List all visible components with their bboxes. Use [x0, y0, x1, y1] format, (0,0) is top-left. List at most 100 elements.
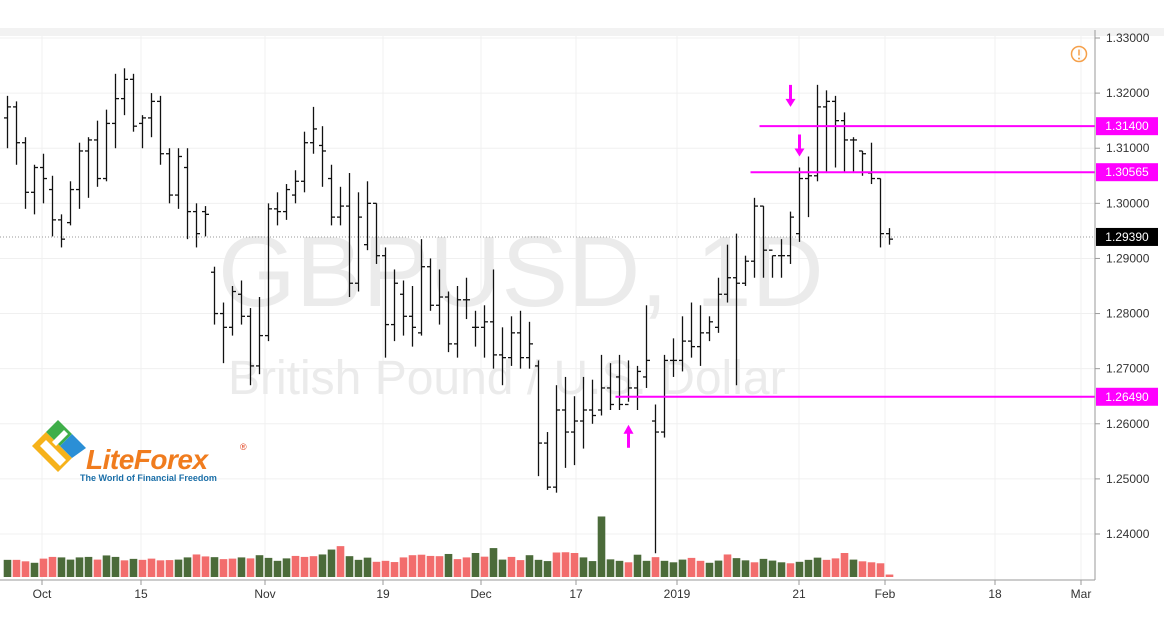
ohlc-bar: [94, 120, 101, 187]
x-tick-label: Dec: [470, 587, 491, 601]
x-tick-label: 21: [792, 587, 806, 601]
volume-bar: [165, 560, 174, 577]
volume-bar: [498, 559, 507, 577]
volume-bar: [777, 562, 786, 577]
volume-bar: [39, 558, 48, 577]
volume-bar: [867, 562, 876, 577]
ohlc-bar: [193, 203, 200, 248]
ohlc-bar: [751, 197, 758, 278]
top-toolbar-strip: [0, 28, 1164, 36]
volume-bar: [489, 548, 498, 577]
ohlc-bar: [391, 269, 398, 342]
price-level-badge: [1096, 387, 1158, 406]
ohlc-bar: [436, 269, 443, 325]
volume-bar: [552, 552, 561, 577]
volume-bar: [156, 560, 165, 577]
ohlc-bar: [697, 305, 704, 366]
logo-mark-icon: [32, 420, 86, 472]
ohlc-bar: [706, 316, 713, 342]
ohlc-bar: [112, 73, 119, 149]
volume-bar: [669, 562, 678, 577]
volume-bar: [84, 556, 93, 577]
volume-bar: [57, 557, 66, 577]
last-price-text: 1.29390: [1105, 230, 1149, 244]
volume-bar: [354, 559, 363, 577]
volume-bar: [174, 559, 183, 577]
volume-bar: [129, 558, 138, 577]
logo-name: LiteForex: [86, 444, 208, 475]
ohlc-bar: [229, 286, 236, 336]
ohlc-bar: [634, 365, 641, 410]
ohlc-bar: [175, 148, 182, 209]
ohlc-bar: [382, 247, 389, 358]
volume-bar: [831, 558, 840, 577]
ohlc-bar: [409, 286, 416, 347]
ohlc-bar: [346, 173, 353, 298]
ohlc-bar: [643, 305, 650, 388]
volume-bar: [210, 557, 219, 577]
volume-bar: [3, 559, 12, 577]
volume-bar: [435, 556, 444, 577]
ohlc-bar: [517, 310, 524, 369]
volume-bar: [444, 553, 453, 577]
volume-bar: [795, 561, 804, 577]
ohlc-bar: [769, 249, 776, 278]
volume-bar: [804, 559, 813, 577]
price-level-label: 1.31400: [1105, 119, 1149, 133]
ohlc-bar: [841, 112, 848, 174]
arrow-down-icon: [785, 84, 796, 107]
volume-bar: [192, 554, 201, 577]
ohlc-bar: [562, 376, 569, 468]
volume-bar: [885, 574, 894, 577]
volume-bar: [345, 556, 354, 577]
volume-bar: [453, 559, 462, 577]
ohlc-bar: [202, 206, 209, 237]
volume-bar: [543, 561, 552, 577]
x-tick-label: Feb: [875, 587, 896, 601]
ohlc-bar: [49, 175, 56, 237]
x-tick-label: 2019: [664, 587, 691, 601]
ohlc-bar: [76, 142, 83, 209]
ohlc-bar: [778, 239, 785, 278]
ohlc-bar: [319, 126, 326, 187]
ohlc-bar: [553, 385, 560, 493]
x-tick-label: 15: [134, 587, 148, 601]
volume-bar: [237, 557, 246, 577]
volume-bar: [696, 560, 705, 577]
volume-bar: [408, 555, 417, 577]
volume-bar: [858, 561, 867, 577]
volume-bar: [255, 555, 264, 577]
ohlc-bar: [490, 269, 497, 369]
price-levels: 1.31400 1.30565 1.26490: [615, 117, 1158, 406]
volume-bar: [642, 560, 651, 577]
ohlc-bar: [832, 95, 839, 168]
volume-bar: [714, 560, 723, 577]
volume-bar: [30, 562, 39, 577]
volume-bar: [390, 562, 399, 577]
ohlc-bar: [886, 228, 893, 245]
volume-bar: [111, 556, 120, 577]
ohlc-bar: [130, 73, 137, 132]
y-tick-label: 1.31000: [1106, 141, 1150, 155]
volume-bar: [525, 555, 534, 577]
volume-bar: [309, 556, 318, 577]
price-level-badge: [1096, 163, 1158, 182]
volume-bar: [759, 558, 768, 577]
price-level-label: 1.30565: [1105, 165, 1149, 179]
volume-bar: [228, 558, 237, 577]
volume-bar: [75, 557, 84, 577]
volume-bar: [750, 562, 759, 577]
volume-bar: [21, 561, 30, 577]
volume-histogram: [3, 516, 894, 577]
y-tick-label: 1.29000: [1106, 251, 1150, 265]
liteforex-logo: LiteForex ® The World of Financial Freed…: [28, 416, 268, 486]
ohlc-bar: [373, 202, 380, 264]
volume-bar: [381, 560, 390, 577]
ohlc-bar: [400, 280, 407, 336]
volume-bar: [246, 558, 255, 577]
alert-circle-icon[interactable]: [1070, 45, 1088, 63]
ohlc-bar: [472, 310, 479, 347]
ohlc-bar: [22, 137, 29, 209]
ohlc-bar: [292, 170, 299, 204]
arrow-down-icon: [794, 134, 805, 157]
